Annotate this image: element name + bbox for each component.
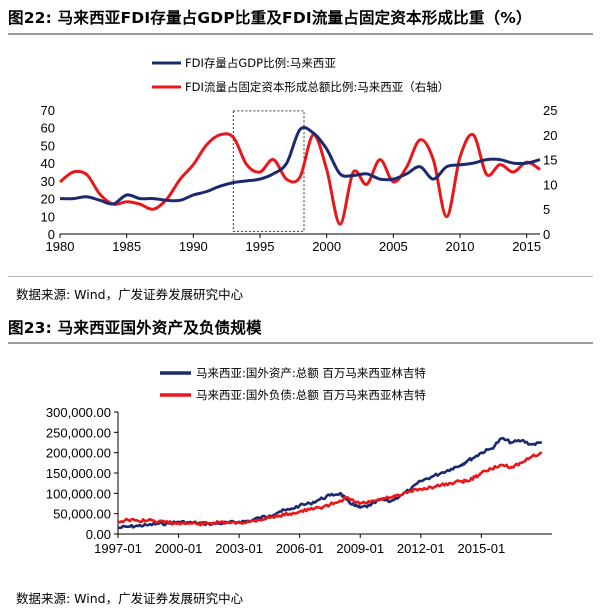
- chart-23: 马来西亚:国外资产:总额 百万马来西亚林吉特 马来西亚:国外负债:总额 百万马来…: [46, 366, 552, 556]
- chart-22-plot: [59, 125, 541, 226]
- y-tick-label: 150,000.00: [46, 466, 111, 481]
- y-tick-left: 50: [41, 138, 55, 153]
- chart-22-legend: FDI存量占GDP比例:马来西亚 FDI流量占固定资本形成总额比例:马来西亚（右…: [152, 56, 449, 94]
- figure-22-title: 图22: 马来西亚FDI存量占GDP比重及FDI流量占固定资本形成比重（%）: [8, 9, 532, 27]
- chart-22-axes: 0 10 20 30 40 50 60 70 0 5 10 15 20 25 1980 1985 1990 199…: [41, 103, 558, 254]
- x-tick-label: 2000-01: [155, 541, 203, 556]
- chart-22: FDI存量占GDP比例:马来西亚 FDI流量占固定资本形成总额比例:马来西亚（右…: [41, 56, 558, 254]
- x-tick-label: 1990: [179, 239, 208, 254]
- figure-22-bottom-rule: [8, 276, 593, 277]
- y-tick-left: 0: [48, 227, 55, 242]
- x-tick-label: 2015: [512, 239, 541, 254]
- figure-22-source: 数据来源: Wind，广发证券发展研究中心: [16, 287, 244, 302]
- y-tick-left: 60: [41, 121, 55, 136]
- x-tick-label: 1995: [246, 239, 275, 254]
- x-tick-label: 1985: [112, 239, 141, 254]
- x-tick-label: 2005: [379, 239, 408, 254]
- series-foreign-assets-line: [117, 436, 542, 530]
- x-tick-label: 1980: [46, 239, 75, 254]
- chart-23-legend: 马来西亚:国外资产:总额 百万马来西亚林吉特 马来西亚:国外负债:总额 百万马来…: [160, 366, 426, 402]
- x-tick-label: 2000: [312, 239, 341, 254]
- y-tick-right: 15: [543, 153, 557, 168]
- figure-23-source: 数据来源: Wind，广发证券发展研究中心: [16, 591, 244, 606]
- chart-23-plot: [117, 436, 543, 530]
- highlight-dashed-box: [232, 110, 305, 232]
- x-tick-label: 2006-01: [276, 541, 324, 556]
- chart-23-axes: 0.00 50,000.00 100,000.00 150,000.00 200,000…: [46, 405, 552, 556]
- figure-23-title-rule: [8, 342, 593, 344]
- y-tick-right: 25: [543, 103, 557, 118]
- x-tick-label: 2009-01: [336, 541, 384, 556]
- x-tick-label: 2010: [446, 239, 475, 254]
- series-fdi-stock-line: [59, 125, 541, 206]
- y-tick-right: 10: [543, 177, 557, 192]
- figure-22-title-rule: [8, 33, 593, 35]
- x-tick-label: 2012-01: [397, 541, 445, 556]
- y-tick-left: 30: [41, 174, 55, 189]
- y-tick-right: 0: [543, 227, 550, 242]
- y-tick-label: 200,000.00: [46, 446, 111, 461]
- y-tick-label: 250,000.00: [46, 425, 111, 440]
- legend-23-red-label: 马来西亚:国外负债:总额 百万马来西亚林吉特: [196, 388, 426, 402]
- series-fdi-flow-line: [59, 132, 541, 226]
- legend-22-red-label: FDI流量占固定资本形成总额比例:马来西亚（右轴）: [185, 80, 449, 94]
- series-foreign-liabilities-line: [117, 451, 543, 527]
- y-tick-left: 10: [41, 209, 55, 224]
- legend-22-navy-label: FDI存量占GDP比例:马来西亚: [185, 56, 336, 70]
- x-tick-label: 2015-01: [457, 541, 505, 556]
- y-tick-left: 40: [41, 156, 55, 171]
- y-tick-label: 100,000.00: [46, 486, 111, 501]
- y-tick-right: 5: [543, 202, 550, 217]
- figure-23-title: 图23: 马来西亚国外资产及负债规模: [8, 319, 262, 337]
- y-tick-left: 70: [41, 103, 55, 118]
- legend-23-navy-label: 马来西亚:国外资产:总额 百万马来西亚林吉特: [196, 366, 426, 380]
- y-tick-label: 300,000.00: [46, 405, 111, 420]
- y-tick-left: 20: [41, 192, 55, 207]
- y-tick-label: 50,000.00: [53, 507, 111, 522]
- x-tick-label: 1997-01: [94, 541, 142, 556]
- y-tick-label: 0.00: [86, 527, 111, 542]
- y-tick-right: 20: [543, 128, 557, 143]
- x-tick-label: 2003-01: [215, 541, 263, 556]
